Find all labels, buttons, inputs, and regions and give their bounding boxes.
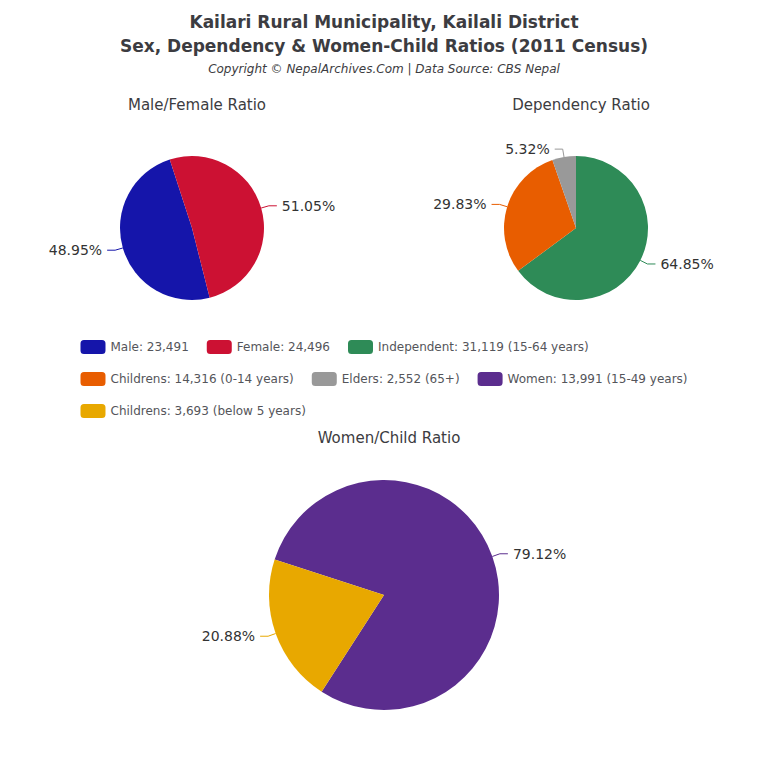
svg-text:Dependency Ratio: Dependency Ratio (512, 96, 650, 114)
svg-text:29.83%: 29.83% (433, 196, 486, 212)
svg-text:Kailari Rural Municipality, Ka: Kailari Rural Municipality, Kailali Dist… (189, 12, 578, 32)
svg-text:20.88%: 20.88% (202, 628, 255, 644)
svg-text:Copyright © NepalArchives.Com: Copyright © NepalArchives.Com | Data Sou… (208, 62, 560, 76)
svg-text:Sex, Dependency & Women-Child: Sex, Dependency & Women-Child Ratios (20… (120, 36, 648, 56)
svg-text:Independent: 31,119 (15-64 yea: Independent: 31,119 (15-64 years) (378, 340, 589, 354)
svg-text:48.95%: 48.95% (49, 242, 102, 258)
svg-text:Childrens: 14,316 (0-14 years): Childrens: 14,316 (0-14 years) (110, 372, 293, 386)
svg-text:51.05%: 51.05% (282, 198, 335, 214)
svg-text:Female: 24,496: Female: 24,496 (237, 340, 330, 354)
svg-text:Women/Child Ratio: Women/Child Ratio (318, 429, 461, 447)
svg-text:5.32%: 5.32% (505, 141, 549, 157)
svg-text:Male/Female Ratio: Male/Female Ratio (128, 96, 266, 114)
svg-text:64.85%: 64.85% (660, 256, 713, 272)
svg-text:Childrens: 3,693 (below 5 year: Childrens: 3,693 (below 5 years) (110, 404, 305, 418)
svg-text:Male: 23,491: Male: 23,491 (110, 340, 188, 354)
svg-text:Women: 13,991 (15-49 years): Women: 13,991 (15-49 years) (508, 372, 688, 386)
svg-text:79.12%: 79.12% (513, 546, 566, 562)
svg-text:Elders: 2,552 (65+): Elders: 2,552 (65+) (342, 372, 460, 386)
